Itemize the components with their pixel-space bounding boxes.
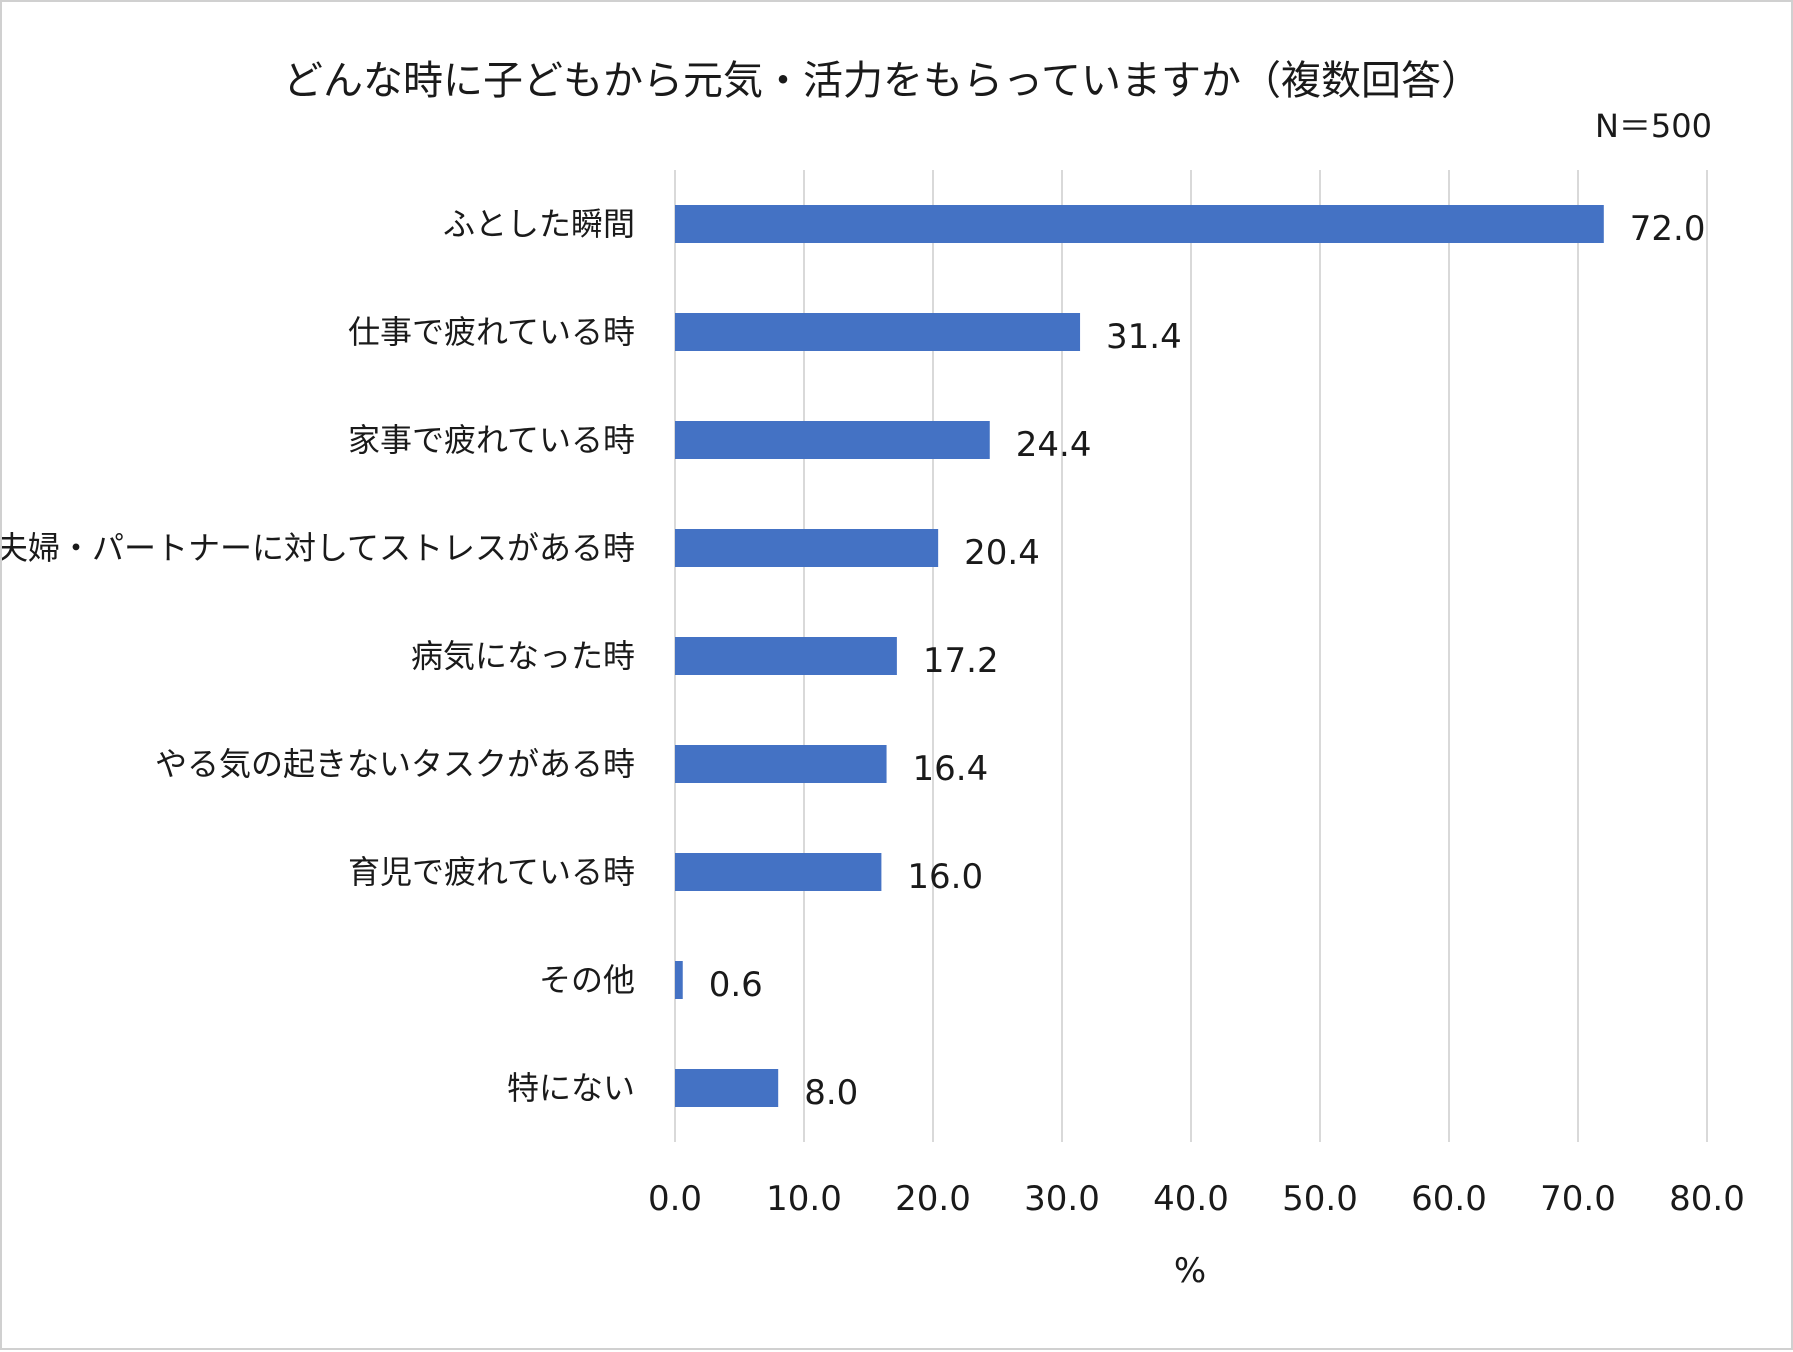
x-tick-label: 20.0 xyxy=(895,1179,971,1219)
x-tick-label: 70.0 xyxy=(1540,1179,1616,1219)
category-label: 夫婦・パートナーに対してストレスがある時 xyxy=(2,529,635,567)
bar xyxy=(675,637,897,675)
data-label: 16.0 xyxy=(907,857,983,897)
x-tick-label: 0.0 xyxy=(648,1179,702,1219)
bar xyxy=(675,421,990,459)
category-label: ふとした瞬間 xyxy=(443,205,635,243)
category-labels: ふとした瞬間仕事で疲れている時家事で疲れている時夫婦・パートナーに対してストレス… xyxy=(2,205,635,1107)
x-tick-label: 40.0 xyxy=(1153,1179,1229,1219)
x-tick-label: 60.0 xyxy=(1411,1179,1487,1219)
sample-size-note: N＝500 xyxy=(1595,107,1712,145)
data-label: 31.4 xyxy=(1106,317,1182,357)
data-label: 24.4 xyxy=(1016,425,1092,465)
data-label: 17.2 xyxy=(923,641,999,681)
data-label: 16.4 xyxy=(913,749,989,789)
value-labels: 72.0 31.4 24.4 20.4 17.2 16.4 16.0 0.6 8.0 xyxy=(709,209,1706,1113)
category-label: 特にない xyxy=(507,1069,635,1107)
bar xyxy=(675,529,939,567)
x-tick-label: 10.0 xyxy=(766,1179,842,1219)
category-label: 家事で疲れている時 xyxy=(348,421,635,459)
data-label: 0.6 xyxy=(709,965,763,1005)
data-label: 8.0 xyxy=(804,1073,858,1113)
category-label: 育児で疲れている時 xyxy=(348,853,635,891)
bars xyxy=(675,205,1604,1107)
x-tick-label: 50.0 xyxy=(1282,1179,1358,1219)
data-label: 72.0 xyxy=(1630,209,1706,249)
data-label: 20.4 xyxy=(964,533,1040,573)
bar xyxy=(675,313,1081,351)
bar xyxy=(675,205,1604,243)
x-tick-labels: 0.0 10.0 20.0 30.0 40.0 50.0 60.0 70.0 80.0 xyxy=(648,1179,1745,1219)
bar xyxy=(675,1069,779,1107)
x-axis-label: % xyxy=(1174,1251,1206,1291)
x-tick-label: 30.0 xyxy=(1024,1179,1100,1219)
bar xyxy=(675,961,683,999)
category-label: その他 xyxy=(539,961,635,999)
category-label: 仕事で疲れている時 xyxy=(348,313,635,351)
category-label: やる気の起きないタスクがある時 xyxy=(155,745,635,783)
bar xyxy=(675,853,882,891)
category-label: 病気になった時 xyxy=(411,637,635,675)
chart-title: どんな時に子どもから元気・活力をもらっていますか（複数回答） xyxy=(283,58,1481,104)
bar xyxy=(675,745,887,783)
x-tick-label: 80.0 xyxy=(1669,1179,1745,1219)
